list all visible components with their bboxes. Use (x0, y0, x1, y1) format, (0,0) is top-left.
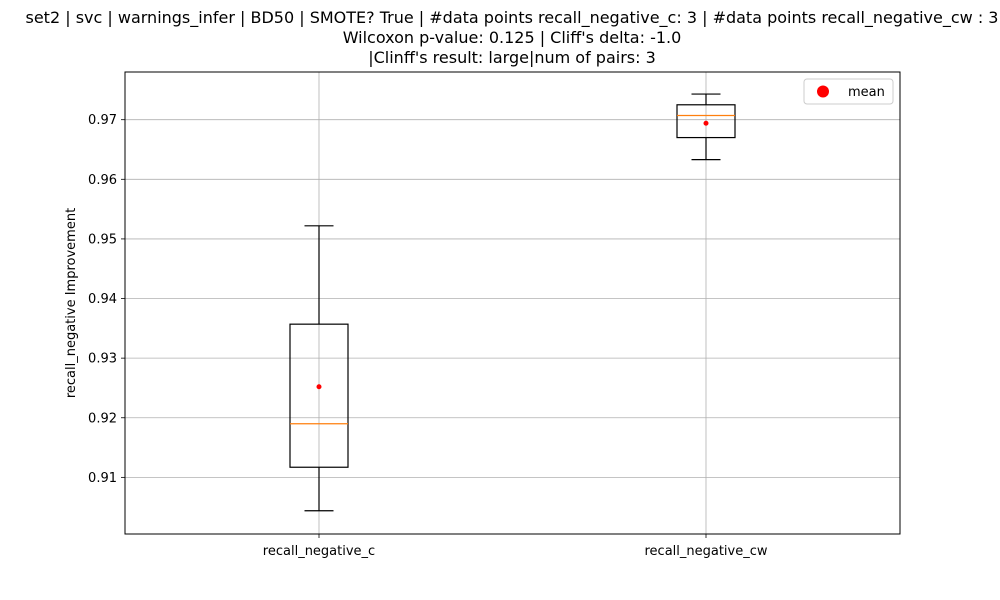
chart-title-line-3: |Clinff's result: large|num of pairs: 3 (368, 48, 656, 67)
legend: mean (803, 78, 894, 105)
box-iqr (676, 104, 736, 139)
y-axis-label: recall_negative Improvement (64, 208, 79, 398)
box-iqr (289, 323, 349, 468)
legend-label-mean: mean (848, 85, 885, 100)
y-tick-label: 0.95 (88, 232, 117, 247)
y-tick-label: 0.92 (88, 411, 117, 426)
grid-lines (125, 72, 900, 534)
box-recall_negative_c (289, 225, 349, 512)
plot-frame (124, 71, 901, 535)
y-tick-label: 0.96 (88, 173, 117, 188)
y-tick-label: 0.97 (88, 113, 117, 128)
box-plot-series (289, 93, 736, 512)
x-tick-label: recall_negative_c (263, 544, 375, 559)
mean-point (703, 120, 709, 126)
chart-title-line-1: set2 | svc | warnings_infer | BD50 | SMO… (26, 8, 999, 28)
y-tick-label: 0.94 (88, 292, 117, 307)
legend-mean-marker (817, 85, 829, 98)
chart-title-line-2: Wilcoxon p-value: 0.125 | Cliff's delta:… (343, 28, 682, 47)
x-tick-label: recall_negative_cw (644, 544, 767, 559)
mean-point (316, 384, 322, 390)
chart-title: set2 | svc | warnings_infer | BD50 | SMO… (26, 8, 999, 67)
box-recall_negative_cw (676, 93, 736, 161)
y-tick-label: 0.91 (88, 471, 117, 486)
y-tick-label: 0.93 (88, 352, 117, 367)
legend-frame (803, 78, 894, 105)
axes: 0.91 0.92 0.93 0.94 0.95 0.96 0.97 recall_negat… (88, 71, 901, 559)
